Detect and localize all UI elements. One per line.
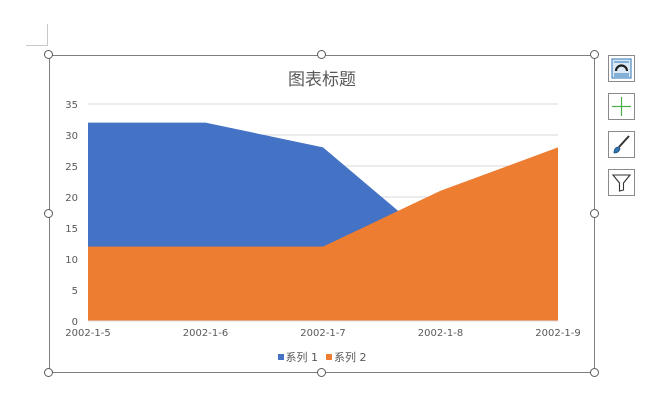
resize-handle-bottom-left[interactable] — [44, 368, 53, 377]
resize-handle-top-right[interactable] — [590, 50, 599, 59]
chart-elements-button[interactable] — [608, 93, 635, 120]
chart-area[interactable]: 图表标题 0 5 10 15 20 25 30 35 2002-1-5 2002-1-6 2002-… — [49, 55, 595, 373]
corner-crop-mark — [26, 24, 48, 46]
paintbrush-icon — [613, 135, 630, 154]
y-tick-label: 35 — [65, 100, 78, 111]
y-tick-label: 15 — [65, 224, 78, 235]
legend[interactable]: 系列 1 系列 2 — [50, 349, 594, 365]
chart-title[interactable]: 图表标题 — [288, 70, 356, 90]
x-tick-label: 2002-1-6 — [183, 328, 228, 339]
resize-handle-bottom-right[interactable] — [590, 368, 599, 377]
resize-handle-top-left[interactable] — [44, 50, 53, 59]
x-tick-label: 2002-1-9 — [535, 328, 580, 339]
resize-handle-bottom[interactable] — [317, 368, 326, 377]
y-tick-label: 25 — [65, 162, 78, 173]
legend-swatch-series-2 — [326, 354, 332, 360]
resize-handle-left[interactable] — [44, 209, 53, 218]
chart-filters-button[interactable] — [608, 169, 635, 196]
y-tick-label: 20 — [65, 193, 78, 204]
x-tick-label: 2002-1-8 — [418, 328, 463, 339]
legend-label-series-1: 系列 1 — [285, 351, 319, 364]
area-series-2[interactable] — [88, 147, 558, 321]
legend-item-series-1[interactable]: 系列 1 — [277, 349, 319, 365]
legend-swatch-series-1 — [277, 354, 284, 360]
y-tick-label: 0 — [72, 317, 78, 328]
legend-item-series-2[interactable]: 系列 2 — [326, 349, 367, 365]
x-tick-label: 2002-1-5 — [65, 328, 110, 339]
x-tick-label: 2002-1-7 — [300, 328, 345, 339]
y-tick-label: 5 — [72, 286, 78, 297]
resize-handle-right[interactable] — [590, 209, 599, 218]
funnel-icon — [611, 174, 632, 192]
plus-icon — [612, 97, 631, 116]
resize-handle-top[interactable] — [317, 50, 326, 59]
chart-layout-button[interactable] — [608, 55, 635, 82]
chart-layout-icon — [611, 58, 632, 79]
chart-styles-button[interactable] — [608, 131, 635, 158]
legend-label-series-2: 系列 2 — [334, 351, 367, 364]
plot-area[interactable]: 0 5 10 15 20 25 30 35 2002-1-5 2002-1-6 2002-1-7 20… — [50, 56, 596, 374]
y-tick-label: 10 — [65, 255, 78, 266]
y-tick-label: 30 — [65, 131, 78, 142]
